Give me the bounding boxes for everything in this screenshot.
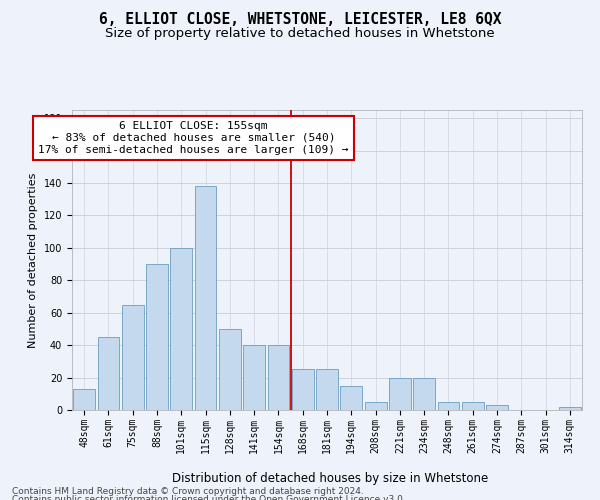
Bar <box>292 370 314 410</box>
Text: Size of property relative to detached houses in Whetstone: Size of property relative to detached ho… <box>105 28 495 40</box>
Bar <box>219 329 241 410</box>
Bar <box>268 345 289 410</box>
Bar <box>365 402 386 410</box>
Text: 6, ELLIOT CLOSE, WHETSTONE, LEICESTER, LE8 6QX: 6, ELLIOT CLOSE, WHETSTONE, LEICESTER, L… <box>99 12 501 28</box>
Bar <box>462 402 484 410</box>
Bar <box>122 304 143 410</box>
Bar <box>146 264 168 410</box>
Bar <box>194 186 217 410</box>
Text: Contains HM Land Registry data © Crown copyright and database right 2024.: Contains HM Land Registry data © Crown c… <box>12 488 364 496</box>
Bar <box>73 389 95 410</box>
Bar <box>559 407 581 410</box>
Bar <box>413 378 435 410</box>
Bar <box>243 345 265 410</box>
Bar <box>97 337 119 410</box>
Text: 6 ELLIOT CLOSE: 155sqm
← 83% of detached houses are smaller (540)
17% of semi-de: 6 ELLIOT CLOSE: 155sqm ← 83% of detached… <box>38 122 349 154</box>
Text: Distribution of detached houses by size in Whetstone: Distribution of detached houses by size … <box>172 472 488 485</box>
Bar <box>170 248 192 410</box>
Bar <box>389 378 411 410</box>
Y-axis label: Number of detached properties: Number of detached properties <box>28 172 38 348</box>
Bar <box>486 405 508 410</box>
Bar <box>340 386 362 410</box>
Bar <box>437 402 460 410</box>
Bar <box>316 370 338 410</box>
Text: Contains public sector information licensed under the Open Government Licence v3: Contains public sector information licen… <box>12 495 406 500</box>
